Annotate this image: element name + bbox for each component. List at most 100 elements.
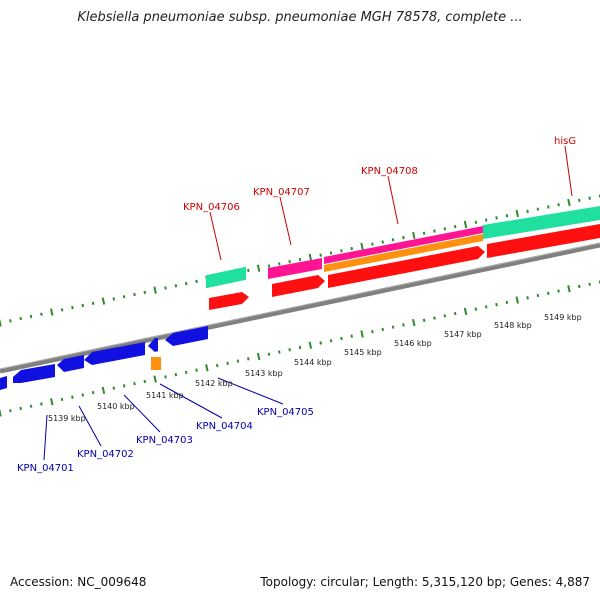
minor-tick — [298, 257, 302, 262]
gene-hisg-cds[interactable] — [487, 224, 600, 258]
kbp-label: 5143 kbp — [245, 369, 283, 378]
gene-label-kpn-04701[interactable]: KPN_04701 — [17, 463, 74, 474]
gene-kpn-04707-feature[interactable] — [268, 258, 322, 279]
bottom-labels: KPN_04701 KPN_04702 KPN_04703 KPN_04704 … — [17, 377, 314, 474]
minor-tick — [505, 214, 509, 218]
gene-label-kpn-04707[interactable]: KPN_04707 — [253, 187, 310, 198]
minor-tick — [60, 308, 64, 312]
minor-tick — [443, 314, 447, 318]
minor-tick — [29, 404, 33, 408]
minor-tick — [40, 312, 43, 316]
gene-kpn-04706-feature[interactable] — [206, 266, 246, 289]
gene-label-hisg[interactable]: hisG — [554, 136, 576, 147]
gene-label-kpn-04706[interactable]: KPN_04706 — [183, 202, 240, 213]
gene-kpn-04704-orange[interactable] — [151, 357, 161, 370]
minor-tick — [19, 406, 22, 411]
gene-label-kpn-04702[interactable]: KPN_04702 — [77, 449, 134, 460]
reverse-strand-genes — [0, 326, 208, 390]
gene-kpn-04701-cds[interactable] — [13, 364, 55, 383]
minor-tick — [81, 303, 85, 308]
major-tick — [0, 409, 2, 417]
major-tick — [515, 296, 519, 304]
minor-tick — [474, 220, 478, 224]
major-tick — [50, 308, 54, 316]
major-tick — [463, 307, 468, 316]
minor-tick — [484, 305, 488, 309]
major-tick — [412, 231, 416, 240]
gene-kpn-04708-orange[interactable] — [324, 234, 483, 272]
minor-tick — [164, 286, 167, 290]
gene-kpn-04708-cds[interactable] — [328, 246, 485, 288]
gene-kpn-04708-feature[interactable] — [324, 226, 483, 264]
map-title: Klebsiella pneumoniae subsp. pneumoniae … — [77, 10, 523, 25]
minor-tick — [371, 242, 374, 246]
minor-tick — [184, 370, 188, 375]
minor-tick — [391, 325, 395, 329]
major-tick — [153, 286, 157, 294]
minor-tick — [433, 229, 436, 233]
minor-tick — [422, 231, 426, 235]
kbp-label: 5142 kbp — [195, 379, 233, 388]
gene-kpn-04705-cds[interactable] — [165, 326, 208, 346]
major-tick — [463, 220, 468, 229]
minor-tick — [433, 316, 436, 320]
minor-tick — [381, 240, 385, 244]
accession-text: Accession: NC_009648 — [10, 575, 147, 589]
minor-tick — [536, 293, 540, 298]
minor-tick — [391, 238, 395, 242]
gene-kpn-04707-cds[interactable] — [272, 275, 325, 297]
minor-tick — [143, 290, 147, 295]
gene-reverse-0[interactable] — [0, 376, 7, 390]
gene-kpn-04706-cds[interactable] — [209, 292, 249, 310]
gene-kpn-04703-cds[interactable] — [84, 342, 145, 365]
kbp-label: 5146 kbp — [394, 339, 432, 348]
minor-tick — [350, 334, 353, 338]
gene-label-kpn-04708[interactable]: KPN_04708 — [361, 166, 418, 177]
major-tick — [567, 285, 571, 293]
minor-tick — [474, 307, 478, 311]
minor-tick — [526, 209, 529, 214]
major-tick — [153, 375, 157, 383]
kbp-label: 5148 kbp — [494, 321, 532, 330]
minor-tick — [340, 249, 343, 253]
minor-tick — [91, 301, 95, 305]
gene-label-kpn-04705[interactable]: KPN_04705 — [257, 407, 314, 418]
major-tick — [101, 297, 106, 305]
minor-tick — [236, 359, 240, 363]
minor-tick — [91, 390, 95, 395]
minor-tick — [495, 216, 498, 220]
minor-tick — [122, 295, 126, 299]
minor-tick — [71, 305, 74, 310]
minor-tick — [526, 296, 529, 300]
minor-tick — [588, 282, 591, 286]
minor-tick — [195, 368, 198, 372]
minor-tick — [495, 302, 498, 307]
minor-tick — [288, 259, 291, 264]
minor-tick — [340, 336, 343, 341]
gene-kpn-04702-cds[interactable] — [57, 355, 84, 372]
minor-tick — [319, 341, 322, 345]
inner-tick-ring — [0, 280, 600, 417]
gene-kpn-04704-cds[interactable] — [148, 338, 158, 352]
minor-tick — [133, 381, 136, 386]
major-tick — [308, 341, 313, 349]
gene-hisg-feature[interactable] — [483, 206, 600, 239]
minor-tick — [81, 393, 85, 397]
gene-label-kpn-04703[interactable]: KPN_04703 — [136, 435, 193, 446]
minor-tick — [319, 253, 322, 257]
minor-tick — [143, 379, 147, 384]
minor-tick — [247, 357, 250, 361]
minor-tick — [329, 251, 333, 255]
genome-backbone-highlight — [0, 242, 600, 370]
minor-tick — [267, 264, 271, 268]
minor-tick — [195, 279, 198, 284]
minor-tick — [402, 323, 405, 327]
minor-tick — [278, 262, 281, 266]
gene-label-kpn-04704[interactable]: KPN_04704 — [196, 421, 253, 432]
major-tick — [515, 209, 519, 218]
minor-tick — [298, 345, 302, 350]
minor-tick — [278, 350, 281, 354]
minor-tick — [112, 297, 116, 301]
minor-tick — [505, 300, 509, 305]
